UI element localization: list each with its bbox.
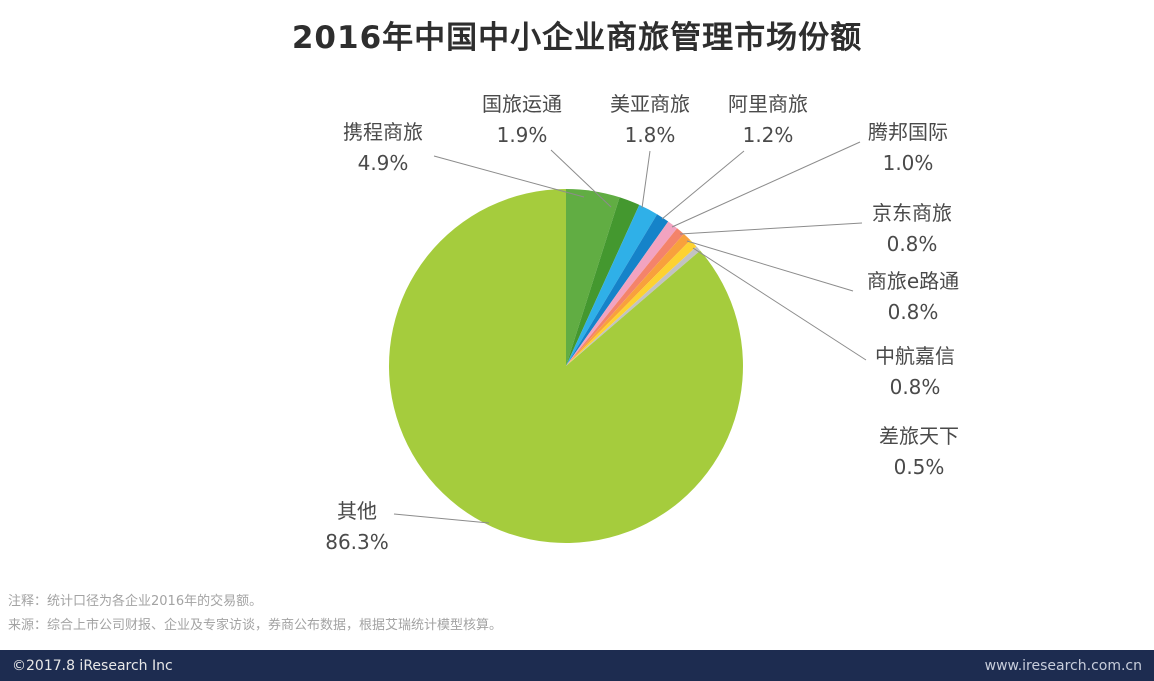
slice-share: 1.2% [742, 123, 794, 147]
pie-slice-zhonghang-jiaxin [566, 240, 697, 366]
slice-label-ctrip: 携程商旅 4.9% [343, 117, 423, 179]
slice-share: 4.9% [357, 151, 409, 175]
footer-copyright: ©2017.8 iResearch Inc [12, 657, 173, 674]
slice-name: 携程商旅 [343, 120, 423, 144]
slice-share: 86.3% [325, 530, 389, 554]
slice-label-meiya: 美亚商旅 1.8% [610, 89, 690, 151]
leader-line-elutong [686, 240, 854, 292]
slice-label-chailv-tianxia: 差旅天下 0.5% [879, 421, 959, 483]
slice-name: 中航嘉信 [875, 344, 955, 368]
slice-share: 0.8% [887, 300, 939, 324]
leader-line-others [393, 513, 490, 524]
slice-label-ali: 阿里商旅 1.2% [728, 89, 808, 151]
pie-slice-elutong [566, 234, 691, 366]
slice-share: 1.9% [496, 123, 548, 147]
note-line-2: 来源：综合上市公司财报、企业及专家访谈，券商公布数据，根据艾瑞统计模型核算。 [8, 618, 503, 633]
slice-label-tengbang: 腾邦国际 1.0% [868, 117, 948, 179]
leader-line-meiya [641, 150, 651, 209]
footer-website: www.iresearch.com.cn [984, 657, 1142, 674]
pie-slice-ctrip [566, 189, 620, 366]
slice-name: 商旅e路通 [866, 269, 960, 293]
slice-name: 其他 [336, 499, 377, 523]
leader-line-ctrip [433, 155, 585, 198]
slice-label-others: 其他 86.3% [325, 496, 389, 558]
slice-name: 美亚商旅 [610, 92, 690, 116]
slice-label-zhonghang-jiaxin: 中航嘉信 0.8% [875, 341, 955, 403]
slice-label-elutong: 商旅e路通 0.8% [867, 266, 959, 328]
slice-name: 腾邦国际 [868, 120, 948, 144]
slice-share: 0.8% [886, 232, 938, 256]
slice-name: 差旅天下 [879, 424, 959, 448]
leader-line-tengbang [671, 141, 861, 228]
slice-share: 1.8% [624, 123, 676, 147]
slice-name: 阿里商旅 [728, 92, 808, 116]
slice-name: 京东商旅 [872, 201, 952, 225]
leader-line-jd [679, 222, 863, 235]
pie-slice-chailv-tianxia [566, 246, 701, 366]
leader-line-ali [661, 150, 745, 220]
pie-slice-others [388, 188, 743, 544]
leader-line-zhonghang-jiaxin [692, 247, 867, 361]
pie-slice-jd [566, 228, 684, 366]
slice-share: 0.5% [893, 455, 945, 479]
footer-bar: ©2017.8 iResearch Inc www.iresearch.com.… [0, 650, 1154, 681]
slice-share: 0.8% [889, 375, 941, 399]
note-line-1: 注释：统计口径为各企业2016年的交易额。 [8, 594, 263, 609]
pie-slice-meiya [566, 204, 658, 366]
leader-lines [393, 141, 867, 524]
pie-slices [388, 188, 743, 544]
pie-slice-ali [566, 214, 669, 366]
pie-slice-tengbang [566, 221, 678, 366]
slice-label-jd: 京东商旅 0.8% [872, 198, 952, 260]
slice-name: 国旅运通 [482, 92, 562, 116]
chart-title: 2016年中国中小企业商旅管理市场份额 [291, 20, 863, 56]
slice-share: 1.0% [882, 151, 934, 175]
pie-slice-guolv-yuntong [566, 197, 640, 366]
slice-label-guolv-yuntong: 国旅运通 1.9% [482, 89, 562, 151]
leader-line-guolv-yuntong [550, 149, 612, 208]
